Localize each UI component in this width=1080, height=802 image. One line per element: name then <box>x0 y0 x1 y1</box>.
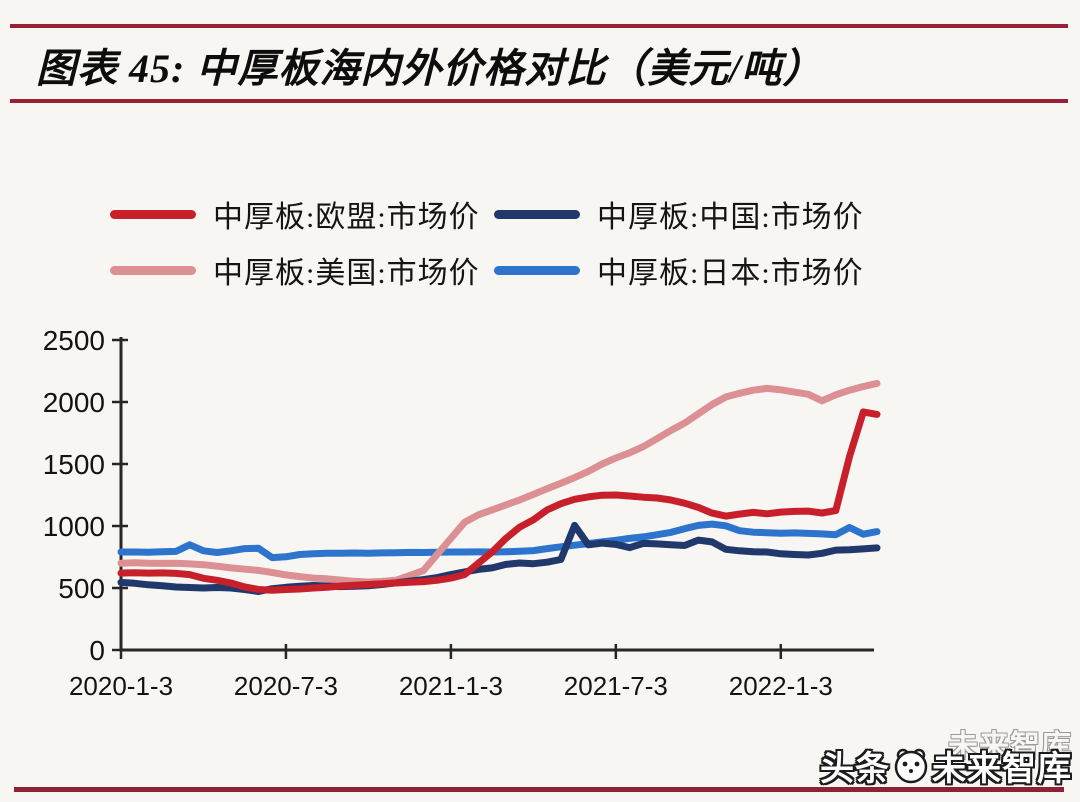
x-tick-label: 2020-7-3 <box>234 671 338 701</box>
legend-item-us: 中厚板:美国:市场价 <box>110 248 494 292</box>
legend-label-eu: 中厚板:欧盟:市场价 <box>213 201 480 234</box>
watermark-row: 头条 未来智库 <box>820 741 1072 790</box>
x-tick-label: 2021-1-3 <box>399 671 503 701</box>
y-tick-label: 2000 <box>43 387 105 418</box>
series-line-us <box>117 379 881 586</box>
series-line-eu <box>117 408 881 594</box>
legend-label-china: 中厚板:中国:市场价 <box>597 201 864 234</box>
panda-logo-icon <box>894 748 928 783</box>
x-tick-label: 2022-1-3 <box>729 671 833 701</box>
axis-lines <box>119 337 874 652</box>
us-line-swatch <box>110 265 196 275</box>
legend-item-china: 中厚板:中国:市场价 <box>494 192 878 236</box>
watermark-name: 未来智库 <box>932 750 1072 788</box>
y-tick-label: 500 <box>58 573 105 604</box>
footer-rule <box>14 787 1064 792</box>
legend-row-1: 中厚板:欧盟:市场价 中厚板:中国:市场价 <box>110 192 878 236</box>
japan-line-swatch <box>494 265 580 275</box>
chart-legend: 中厚板:欧盟:市场价 中厚板:中国:市场价 中厚板:美国:市场价 中厚板:日本:… <box>110 192 878 304</box>
series-line-japan <box>117 520 881 562</box>
watermark-prefix: 头条 <box>820 750 890 788</box>
y-tick-label: 2500 <box>43 325 105 356</box>
legend-item-japan: 中厚板:日本:市场价 <box>494 248 878 292</box>
legend-label-us: 中厚板:美国:市场价 <box>213 257 480 290</box>
eu-line-swatch <box>110 209 196 219</box>
x-tick-label: 2021-7-3 <box>564 671 668 701</box>
figure-title: 图表 45: 中厚板海内外价格对比（美元/吨） <box>36 46 824 91</box>
legend-label-japan: 中厚板:日本:市场价 <box>597 257 864 290</box>
y-tick-label: 1000 <box>43 511 105 542</box>
x-tick-label: 2020-1-3 <box>69 671 173 701</box>
watermark-ghost-text: 未来智库 <box>948 730 1072 763</box>
china-line-swatch <box>494 209 580 219</box>
legend-row-2: 中厚板:美国:市场价 中厚板:日本:市场价 <box>110 248 878 292</box>
y-tick-label: 0 <box>89 635 105 666</box>
title-rule-bottom <box>10 99 1068 103</box>
legend-item-eu: 中厚板:欧盟:市场价 <box>110 192 494 236</box>
watermark: 未来智库 头条 未来智库 <box>812 730 1072 793</box>
y-tick-label: 1500 <box>43 449 105 480</box>
title-rule-top <box>10 24 1068 28</box>
